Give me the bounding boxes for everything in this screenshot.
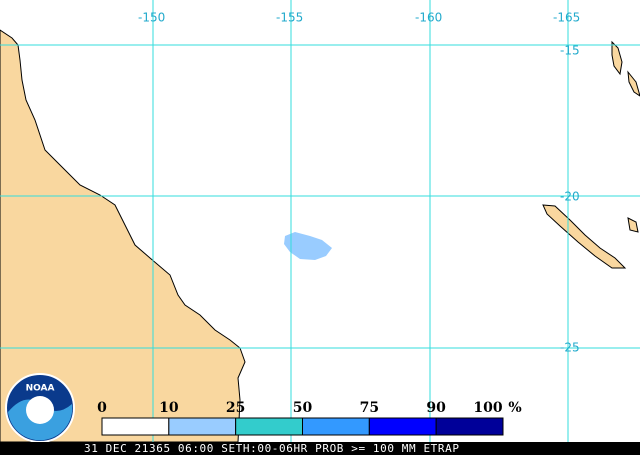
- legend-label: 90: [426, 400, 446, 416]
- latitude-label: -15: [560, 44, 580, 58]
- legend-swatch: [435, 417, 504, 436]
- legend-label: 0: [97, 400, 107, 416]
- island: [627, 217, 639, 233]
- footer-bar: [0, 442, 640, 455]
- legend-swatch: [168, 417, 237, 436]
- longitude-label: -155: [276, 11, 303, 25]
- legend-label: 75: [360, 400, 379, 416]
- legend-swatch: [302, 417, 370, 436]
- island: [611, 40, 623, 76]
- legend-swatch: [235, 417, 304, 436]
- footer-text: 31 DEC 21365 06:00 SETH:00-06HR PROB >= …: [84, 442, 460, 455]
- longitude-label: -160: [415, 11, 442, 25]
- legend-label: 10: [159, 400, 179, 416]
- latitude-label: -25: [560, 341, 580, 355]
- island: [627, 70, 640, 97]
- legend-label: 100: [473, 400, 502, 416]
- logo-text: NOAA: [26, 384, 55, 394]
- precip-area: [284, 232, 332, 260]
- longitude-label: -150: [138, 11, 165, 25]
- legend-swatch: [368, 417, 437, 436]
- latitude-label: -20: [560, 190, 580, 204]
- legend-swatch: [101, 417, 170, 436]
- graticule: [0, 0, 640, 442]
- longitude-label: -165: [553, 11, 580, 25]
- legend-label: 50: [293, 400, 313, 416]
- legend-unit: %: [508, 400, 521, 416]
- legend: 0 10 25 50 75 90 100%: [97, 400, 522, 436]
- australia: [0, 29, 246, 443]
- new-caledonia: [542, 204, 627, 269]
- noaa-logo: NOAA: [5, 373, 75, 443]
- legend-label: 25: [226, 400, 245, 416]
